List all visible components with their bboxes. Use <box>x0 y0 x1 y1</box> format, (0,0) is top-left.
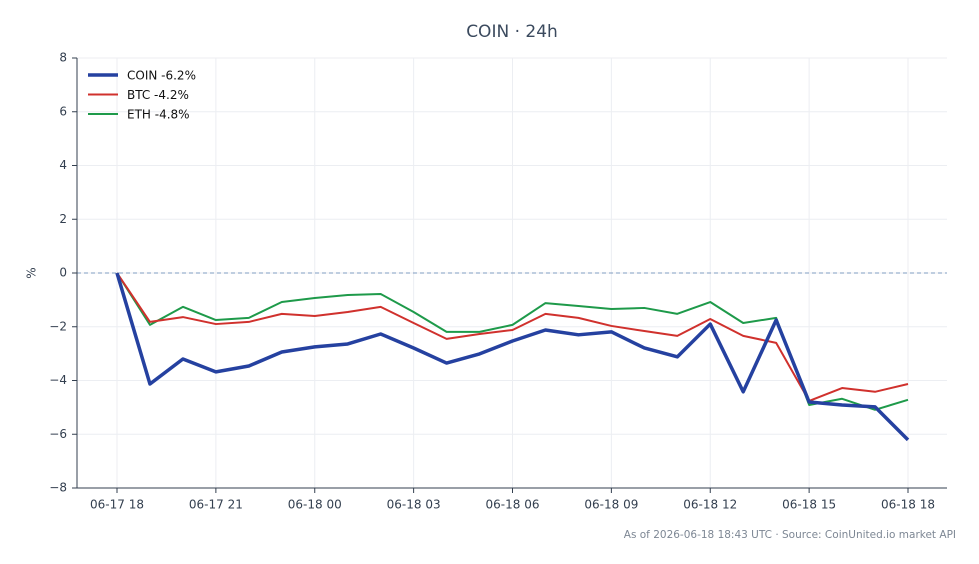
y-tick-label: 2 <box>59 212 67 226</box>
x-tick-label: 06-18 18 <box>881 498 935 512</box>
chart-title: COIN · 24h <box>466 22 558 42</box>
y-tick-label: 8 <box>59 51 67 65</box>
y-tick-label: −2 <box>49 319 67 333</box>
legend-label: ETH -4.8% <box>127 108 190 122</box>
x-tick-label: 06-18 15 <box>782 498 836 512</box>
y-tick-label: −4 <box>49 373 67 387</box>
y-tick-label: 0 <box>59 266 67 280</box>
x-tick-label: 06-18 06 <box>486 498 540 512</box>
x-tick-label: 06-18 03 <box>387 498 441 512</box>
x-tick-label: 06-17 21 <box>189 498 243 512</box>
x-tick-label: 06-18 00 <box>288 498 342 512</box>
y-tick-label: 6 <box>59 104 67 118</box>
series-line <box>115 272 910 442</box>
y-axis-label: % <box>25 267 39 278</box>
series-line <box>116 272 909 402</box>
x-tick-label: 06-17 18 <box>90 498 144 512</box>
x-tick-label: 06-18 09 <box>584 498 638 512</box>
x-tick-label: 06-18 12 <box>683 498 737 512</box>
legend-label: COIN -6.2% <box>127 69 196 83</box>
y-tick-label: 4 <box>59 158 67 172</box>
legend-label: BTC -4.2% <box>127 88 189 102</box>
series-line <box>116 272 909 411</box>
y-tick-label: −6 <box>49 427 67 441</box>
y-tick-label: −8 <box>49 481 67 495</box>
footnote: As of 2026-06-18 18:43 UTC · Source: Coi… <box>624 529 956 541</box>
